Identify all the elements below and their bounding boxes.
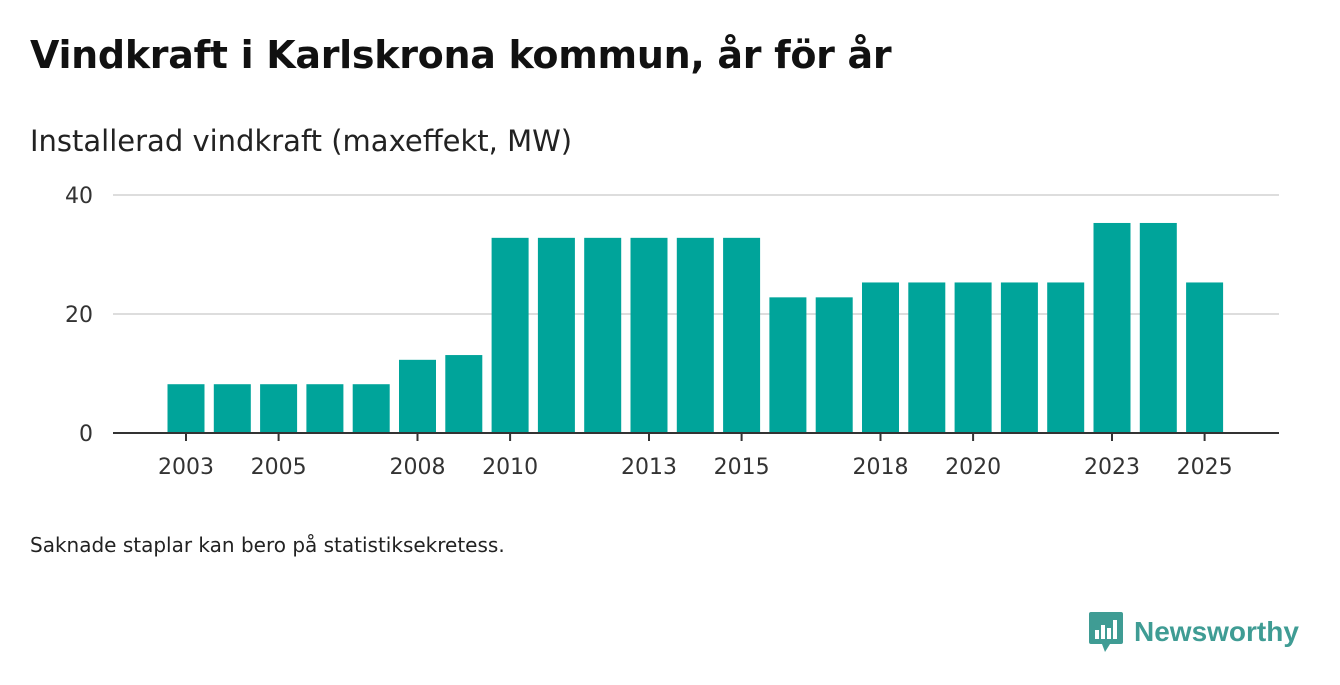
x-tick-label: 2025 xyxy=(1177,455,1233,480)
bar-2013 xyxy=(630,237,668,433)
bar-2009 xyxy=(445,355,483,433)
bar-2004 xyxy=(213,384,251,433)
bar-2018 xyxy=(862,282,899,433)
y-tick-label: 0 xyxy=(79,422,93,447)
bar-2021 xyxy=(1000,282,1038,433)
bar-2012 xyxy=(584,237,622,433)
bar-2010 xyxy=(491,237,529,433)
x-tick-label: 2008 xyxy=(390,455,446,480)
x-tick-label: 2015 xyxy=(714,455,770,480)
x-tick-label: 2010 xyxy=(482,455,538,480)
y-axis-ticks: 0 20 40 xyxy=(65,184,93,447)
bar-2022 xyxy=(1047,282,1085,433)
footnote: Saknade staplar kan bero på statistiksek… xyxy=(30,533,505,557)
bar-2024 xyxy=(1139,222,1177,433)
bar-2016 xyxy=(769,297,807,433)
bar-2023 xyxy=(1093,222,1131,433)
x-tick-label: 2013 xyxy=(621,455,677,480)
bar-2019 xyxy=(908,282,946,433)
bar-2007 xyxy=(352,384,390,433)
bar-2017 xyxy=(815,297,853,433)
chart-subtitle: Installerad vindkraft (maxeffekt, MW) xyxy=(30,124,573,158)
brand-logo: Newsworthy xyxy=(1088,610,1299,654)
x-tick-label: 2018 xyxy=(853,455,909,480)
bar-2015 xyxy=(723,237,761,433)
bars xyxy=(167,222,1224,433)
brand-name: Newsworthy xyxy=(1134,616,1299,647)
bar-2003 xyxy=(167,384,205,433)
x-tick-label: 2023 xyxy=(1084,455,1140,480)
newsworthy-logo-icon xyxy=(1089,612,1123,652)
x-tick-label: 2005 xyxy=(251,455,307,480)
page-title: Vindkraft i Karlskrona kommun, år för år xyxy=(30,33,892,77)
bar-2005 xyxy=(260,384,298,433)
bar-2020 xyxy=(954,282,992,433)
bar-2025 xyxy=(1186,282,1224,433)
bar-2014 xyxy=(676,237,714,433)
x-tick-label: 2003 xyxy=(158,455,214,480)
x-axis-ticks: 2003 2005 2008 2010 2013 2015 2018 2020 2023 2025 xyxy=(158,433,1233,480)
x-tick-label: 2020 xyxy=(945,455,1001,480)
bar-2011 xyxy=(537,237,575,433)
bar-2008 xyxy=(399,359,436,433)
y-tick-label: 20 xyxy=(65,303,93,328)
y-tick-label: 40 xyxy=(65,184,93,209)
bar-2006 xyxy=(306,384,344,433)
